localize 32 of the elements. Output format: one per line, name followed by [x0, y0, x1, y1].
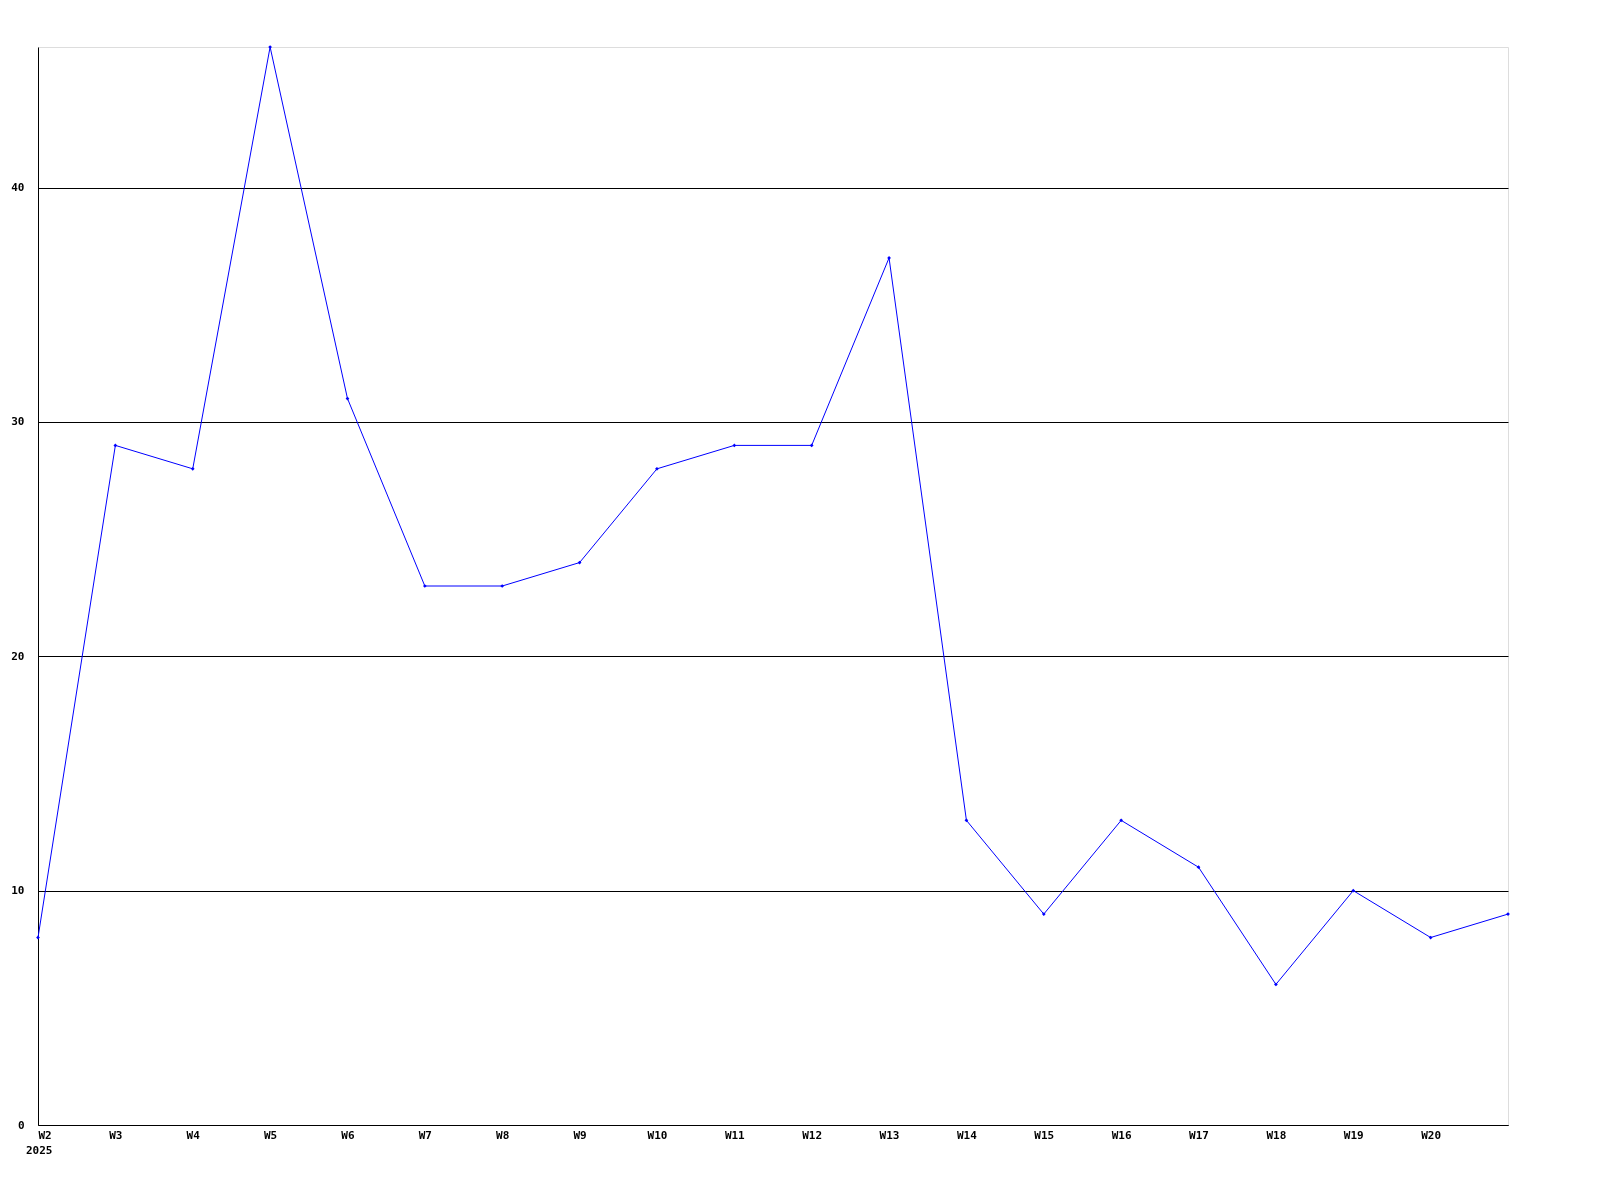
- x-tick-label: W5: [263, 1128, 278, 1142]
- x-tick-label: W13: [879, 1128, 900, 1142]
- point: [36, 935, 40, 940]
- x-tick-label: W18: [1266, 1128, 1287, 1142]
- x-tick-label: W16: [1111, 1128, 1132, 1142]
- point: [1274, 982, 1278, 987]
- text: 2025: [26, 1144, 53, 1157]
- y-tick-label: 30: [11, 415, 25, 429]
- x-tick-label: W3: [109, 1128, 123, 1142]
- x-tick-label: W7: [418, 1128, 432, 1142]
- x-tick-label: W4: [186, 1128, 201, 1142]
- x-tick-label: W10: [647, 1128, 668, 1142]
- x-tick-label: W6: [341, 1128, 355, 1142]
- x-tick-label: W15: [1034, 1128, 1055, 1142]
- y-tick-label: 40: [11, 181, 25, 195]
- y-tick-label: 20: [11, 649, 25, 663]
- y-tick-label: 10: [11, 884, 25, 898]
- point: [1119, 818, 1124, 823]
- x-tick-label: W9: [573, 1128, 587, 1142]
- x-tick-label: W19: [1343, 1128, 1364, 1142]
- x-tick-label: W12: [802, 1128, 823, 1142]
- point: [422, 584, 427, 588]
- x-tick-label: W11: [724, 1128, 746, 1142]
- x-tick-label: W2: [38, 1128, 52, 1142]
- point: [500, 584, 505, 588]
- y-tick-label: 0: [17, 1118, 25, 1132]
- x-tick-label: W8: [496, 1128, 510, 1142]
- point: [1196, 865, 1201, 870]
- point: [1041, 912, 1046, 916]
- x-tick-label: W17: [1189, 1128, 1209, 1142]
- x-tick-label: W14: [956, 1128, 978, 1142]
- x-tick-label: W20: [1421, 1128, 1442, 1142]
